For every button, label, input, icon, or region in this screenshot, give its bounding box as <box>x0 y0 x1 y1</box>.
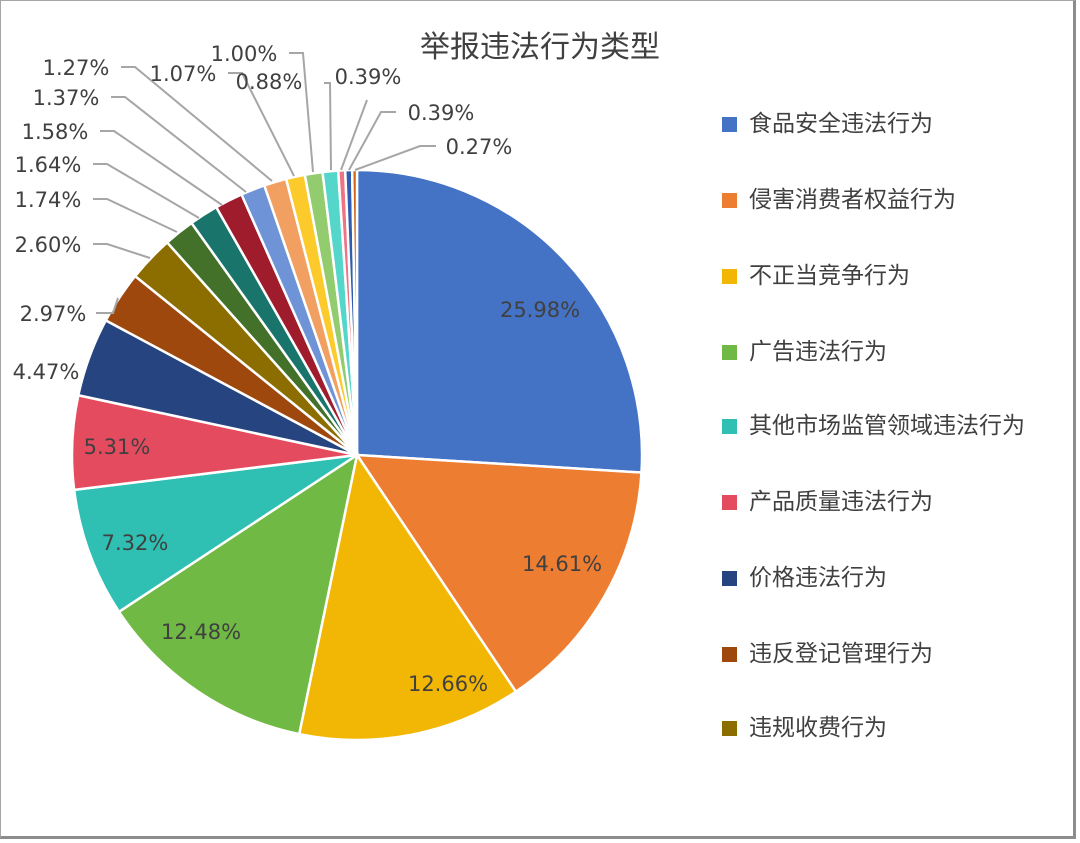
legend-item: 不正当竞争行为 <box>722 262 1059 290</box>
legend-label: 食品安全违法行为 <box>749 111 933 137</box>
data-label: 1.07% <box>150 62 217 86</box>
legend-item: 其他市场监管领域违法行为 <box>722 412 1059 440</box>
leader-line <box>96 297 119 314</box>
data-label: 4.47% <box>13 360 80 384</box>
legend-label: 不正当竞争行为 <box>749 263 910 289</box>
data-label: 1.74% <box>15 188 82 212</box>
data-label: 2.60% <box>15 233 82 257</box>
data-label: 0.27% <box>446 135 513 159</box>
pie-slice <box>72 453 358 614</box>
leader-line <box>324 82 332 171</box>
leader-line <box>93 163 200 219</box>
leader-line <box>93 198 178 233</box>
pie-slice <box>117 452 359 736</box>
leader-line <box>354 145 436 171</box>
pie-slice <box>354 453 643 694</box>
data-label: 1.37% <box>33 86 100 110</box>
data-label: 12.66% <box>408 672 488 696</box>
legend-swatch-icon <box>722 345 737 360</box>
legend-item: 广告违法行为 <box>722 338 1059 366</box>
data-label: 7.32% <box>102 531 169 555</box>
legend-swatch-icon <box>722 721 737 736</box>
legend-swatch-icon <box>722 571 737 586</box>
legend-label: 产品质量违法行为 <box>749 489 933 515</box>
leader-line <box>100 130 223 206</box>
legend-item: 产品质量违法行为 <box>722 488 1059 516</box>
leader-line <box>228 72 295 177</box>
legend-swatch-icon <box>722 117 737 132</box>
legend-label: 其他市场监管领域违法行为 <box>749 413 1025 439</box>
chart-title: 举报违法行为类型 <box>0 22 1080 66</box>
pie-slice <box>355 168 644 474</box>
leader-line <box>340 99 368 171</box>
leader-line <box>348 111 396 171</box>
legend-item: 价格违法行为 <box>722 564 1059 592</box>
legend-label: 广告违法行为 <box>749 339 887 365</box>
legend-item: 食品安全违法行为 <box>722 110 1059 138</box>
legend-swatch-icon <box>722 495 737 510</box>
legend-label: 价格违法行为 <box>749 565 887 591</box>
legend-label: 违反登记管理行为 <box>749 641 933 667</box>
leader-line <box>111 96 247 193</box>
data-label: 5.31% <box>84 435 151 459</box>
leader-line <box>121 66 273 182</box>
legend-swatch-icon <box>722 647 737 662</box>
data-label: 0.39% <box>335 65 402 89</box>
legend-label: 违规收费行为 <box>749 715 887 741</box>
legend-swatch-icon <box>722 419 737 434</box>
data-label: 2.97% <box>20 302 87 326</box>
data-label: 14.61% <box>522 552 602 576</box>
leader-line <box>93 243 151 259</box>
data-label: 1.64% <box>15 153 82 177</box>
pie-slice <box>297 451 518 742</box>
data-label: 0.39% <box>408 101 475 125</box>
legend-swatch-icon <box>722 193 737 208</box>
data-label: 1.27% <box>43 56 110 80</box>
legend-item: 侵害消费者权益行为 <box>722 186 1059 214</box>
data-label: 1.00% <box>211 42 278 66</box>
legend-item: 违反登记管理行为 <box>722 640 1059 668</box>
legend-swatch-icon <box>722 269 737 284</box>
data-label: 1.58% <box>22 120 89 144</box>
leader-line <box>289 52 314 173</box>
chart-title-text: 举报违法行为类型 <box>420 30 660 65</box>
data-label: 25.98% <box>500 298 580 322</box>
data-label: 12.48% <box>161 620 241 644</box>
data-label: 0.88% <box>236 70 303 94</box>
legend-item: 违规收费行为 <box>722 714 1059 742</box>
legend-label: 侵害消费者权益行为 <box>749 187 956 213</box>
